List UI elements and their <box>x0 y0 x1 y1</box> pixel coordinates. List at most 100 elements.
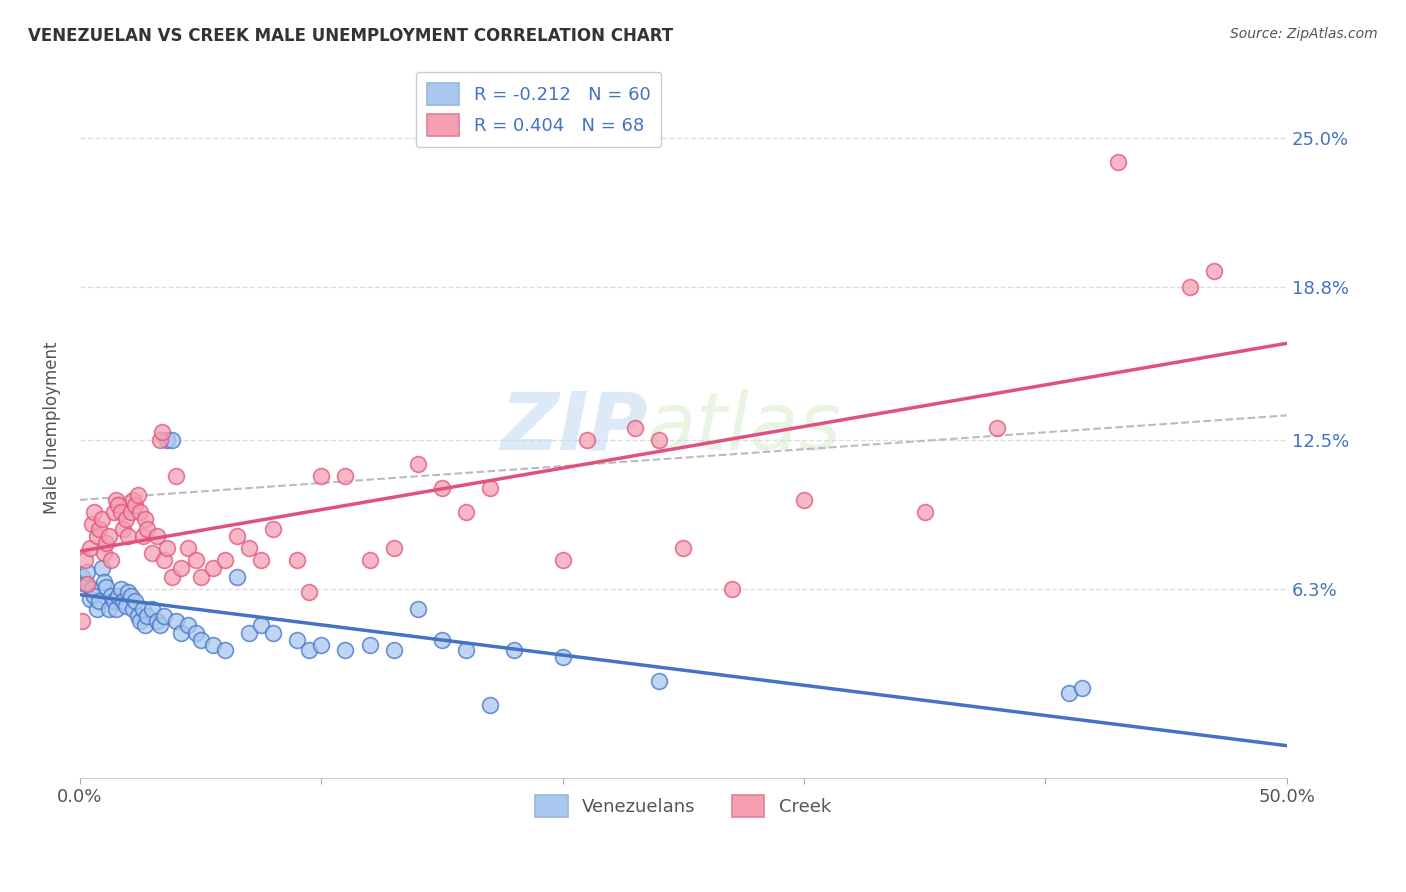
Point <box>146 614 169 628</box>
Point <box>134 618 156 632</box>
Point <box>146 529 169 543</box>
Point <box>177 618 200 632</box>
Point <box>262 522 284 536</box>
Point <box>136 522 159 536</box>
Point <box>551 649 574 664</box>
Point <box>382 642 405 657</box>
Point <box>110 582 132 597</box>
Point <box>80 582 103 597</box>
Point <box>406 601 429 615</box>
Point <box>150 425 173 440</box>
Point <box>648 433 671 447</box>
Point <box>285 632 308 647</box>
Point <box>129 614 152 628</box>
Point <box>86 529 108 543</box>
Text: atlas: atlas <box>647 389 842 467</box>
Point <box>1204 263 1226 277</box>
Point <box>73 577 96 591</box>
Point <box>335 468 357 483</box>
Point <box>153 553 176 567</box>
Point <box>214 642 236 657</box>
Point <box>141 601 163 615</box>
Point <box>201 560 224 574</box>
Point <box>575 433 598 447</box>
Point <box>76 577 98 591</box>
Point <box>100 590 122 604</box>
Point <box>117 584 139 599</box>
Point <box>382 541 405 556</box>
Point <box>80 517 103 532</box>
Point <box>124 498 146 512</box>
Point <box>93 574 115 589</box>
Point <box>156 433 179 447</box>
Point <box>79 591 101 606</box>
Point <box>112 594 135 608</box>
Point <box>160 433 183 447</box>
Point <box>73 553 96 567</box>
Point <box>214 553 236 567</box>
Point <box>124 594 146 608</box>
Point <box>238 541 260 556</box>
Point <box>170 625 193 640</box>
Point <box>127 488 149 502</box>
Point <box>190 570 212 584</box>
Point <box>107 590 129 604</box>
Point <box>127 608 149 623</box>
Legend: Venezuelans, Creek: Venezuelans, Creek <box>529 788 838 824</box>
Point <box>114 512 136 526</box>
Point <box>83 590 105 604</box>
Point <box>72 570 94 584</box>
Point <box>225 529 247 543</box>
Point <box>79 541 101 556</box>
Point <box>551 553 574 567</box>
Point <box>262 625 284 640</box>
Point <box>672 541 695 556</box>
Point <box>105 601 128 615</box>
Point <box>165 614 187 628</box>
Point <box>1107 155 1129 169</box>
Point <box>72 614 94 628</box>
Point <box>153 608 176 623</box>
Point <box>103 594 125 608</box>
Point <box>120 505 142 519</box>
Point <box>184 553 207 567</box>
Point <box>430 481 453 495</box>
Point <box>250 553 273 567</box>
Text: VENEZUELAN VS CREEK MALE UNEMPLOYMENT CORRELATION CHART: VENEZUELAN VS CREEK MALE UNEMPLOYMENT CO… <box>28 27 673 45</box>
Point <box>97 601 120 615</box>
Point <box>112 522 135 536</box>
Point <box>359 638 381 652</box>
Point <box>100 553 122 567</box>
Point <box>454 642 477 657</box>
Point <box>131 529 153 543</box>
Point <box>406 457 429 471</box>
Point <box>120 590 142 604</box>
Point <box>1070 681 1092 696</box>
Point <box>793 492 815 507</box>
Point <box>190 632 212 647</box>
Point <box>89 522 111 536</box>
Point <box>250 618 273 632</box>
Point <box>986 420 1008 434</box>
Point <box>148 618 170 632</box>
Point <box>129 505 152 519</box>
Point <box>225 570 247 584</box>
Point <box>430 632 453 647</box>
Point <box>177 541 200 556</box>
Point <box>96 536 118 550</box>
Point <box>96 580 118 594</box>
Point <box>160 570 183 584</box>
Point <box>201 638 224 652</box>
Point <box>454 505 477 519</box>
Point <box>285 553 308 567</box>
Point <box>1178 280 1201 294</box>
Point <box>103 505 125 519</box>
Point <box>114 599 136 614</box>
Point <box>720 582 742 597</box>
Y-axis label: Male Unemployment: Male Unemployment <box>44 342 60 514</box>
Point <box>117 529 139 543</box>
Point <box>83 505 105 519</box>
Point <box>479 698 502 713</box>
Point <box>503 642 526 657</box>
Text: ZIP: ZIP <box>499 389 647 467</box>
